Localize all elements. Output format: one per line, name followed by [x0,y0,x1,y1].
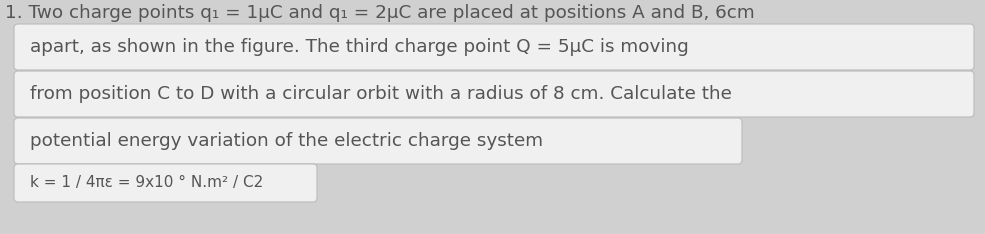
FancyBboxPatch shape [14,118,742,164]
Text: apart, as shown in the figure. The third charge point Q = 5μC is moving: apart, as shown in the figure. The third… [30,38,689,56]
Text: 1. Two charge points q₁ = 1μC and q₁ = 2μC are placed at positions A and B, 6cm: 1. Two charge points q₁ = 1μC and q₁ = 2… [5,4,755,22]
FancyBboxPatch shape [14,71,974,117]
FancyBboxPatch shape [14,164,317,202]
FancyBboxPatch shape [14,24,974,70]
Text: from position C to D with a circular orbit with a radius of 8 cm. Calculate the: from position C to D with a circular orb… [30,85,732,103]
Text: k = 1 / 4πε = 9x10 ° N.m² / C2: k = 1 / 4πε = 9x10 ° N.m² / C2 [30,176,263,190]
Text: potential energy variation of the electric charge system: potential energy variation of the electr… [30,132,543,150]
